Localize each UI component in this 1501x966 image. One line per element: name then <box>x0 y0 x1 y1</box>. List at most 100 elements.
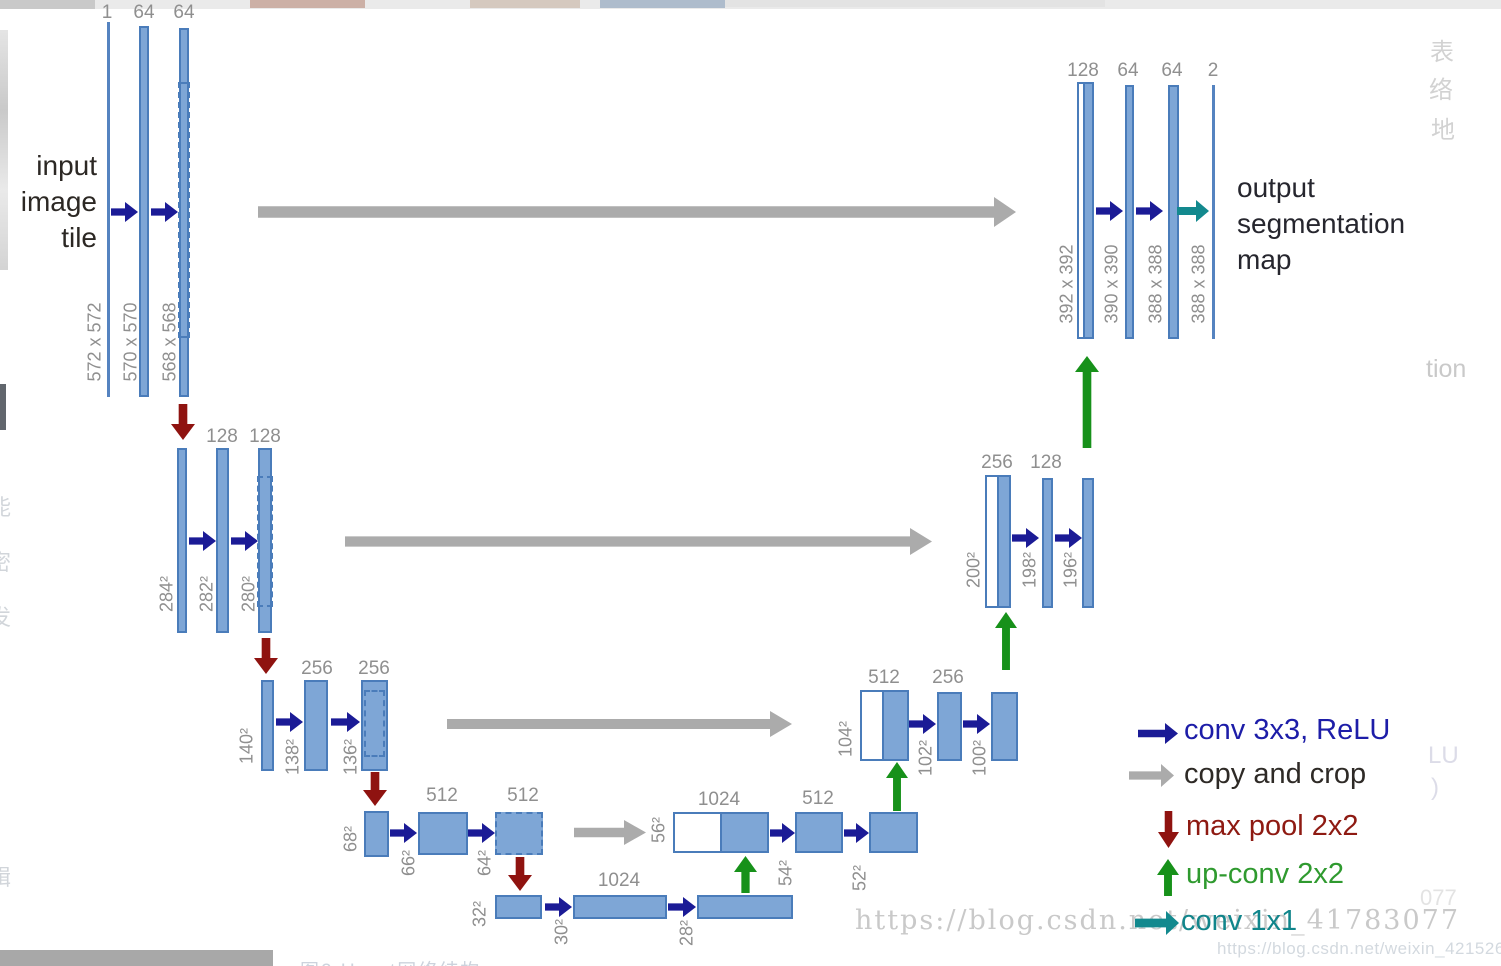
concat-fill <box>997 477 1009 606</box>
size-label: 30² <box>551 918 572 946</box>
feature-map-bar-enc1-b <box>178 28 190 397</box>
size-label: 388 x 388 <box>1145 244 1166 324</box>
watermark-fragment-paren: ) <box>1431 774 1439 801</box>
legend-copy-crop-label: copy and crop <box>1184 758 1367 790</box>
feature-map-bar-dec1-output <box>1212 85 1215 339</box>
maxpool-arrow-icon <box>254 638 278 674</box>
size-label: 140² <box>236 727 257 765</box>
conv3x3-arrow-icon <box>390 823 417 843</box>
concat-fill <box>882 692 907 759</box>
top-edge-patch <box>725 0 1105 7</box>
top-edge-patch <box>600 0 725 8</box>
size-label: 282² <box>196 575 217 613</box>
output-label-line: output <box>1237 172 1315 203</box>
feature-map-bar-dec2-b <box>1042 478 1053 608</box>
left-edge-char: 辑 <box>0 865 12 890</box>
feature-map-bar-enc3-b <box>304 680 328 771</box>
feature-map-bar-dec4-b <box>795 812 843 853</box>
channel-label: 512 <box>507 785 539 806</box>
feature-map-bar-bottleneck-a <box>495 895 542 919</box>
size-label: 392 x 392 <box>1056 244 1077 324</box>
channel-label: 256 <box>301 658 333 679</box>
left-edge-photo-strip <box>0 30 8 270</box>
size-label: 54² <box>775 859 796 887</box>
copy-crop-arrow-icon <box>447 711 792 737</box>
feature-map-bar-dec2-a <box>985 475 1011 608</box>
conv3x3-arrow-icon <box>909 714 936 734</box>
feature-map-bar-bottleneck-b <box>573 895 667 919</box>
channel-label: 64 <box>1161 60 1183 81</box>
watermark-small: https://blog.csdn.net/weixin_42152656 <box>1217 939 1501 958</box>
right-edge-char: 表 <box>1430 39 1454 66</box>
channel-label: 64 <box>173 2 195 23</box>
size-label: 570 x 570 <box>120 302 141 382</box>
watermark-fragment-lu: LU <box>1428 742 1459 769</box>
channel-label: 128 <box>206 426 238 447</box>
size-label: 568 x 568 <box>159 302 180 382</box>
output-label-line: segmentation <box>1237 208 1406 239</box>
size-label: 198² <box>1019 551 1040 589</box>
channel-label: 512 <box>802 788 834 809</box>
legend-copy-crop-arrow-icon <box>1129 764 1174 787</box>
feature-map-bar-enc1-a <box>139 26 149 397</box>
channel-label: 64 <box>133 2 155 23</box>
input-label-line: image <box>20 186 97 217</box>
channel-label: 256 <box>358 658 390 679</box>
left-edge-char: 能 <box>0 495 12 520</box>
feature-map-bar-dec1-a <box>1077 82 1094 339</box>
size-label: 138² <box>282 738 303 776</box>
conv1x1-arrow-icon <box>1177 200 1209 222</box>
size-label: 102² <box>915 739 936 777</box>
copy-crop-arrow-icon <box>574 820 646 845</box>
conv3x3-arrow-icon <box>189 531 216 551</box>
top-edge-patch <box>0 0 95 9</box>
feature-map-bar-dec2-c <box>1082 478 1094 608</box>
output-segmentation-map-label: output segmentation map <box>1237 170 1467 278</box>
channel-label: 1024 <box>597 870 641 891</box>
size-label: 56² <box>648 816 669 844</box>
channel-label: 64 <box>1117 60 1139 81</box>
channel-label: 128 <box>1067 60 1099 81</box>
feature-map-bar-dec3-a <box>860 690 909 761</box>
conv3x3-arrow-icon <box>963 714 990 734</box>
size-label: 28² <box>676 919 697 947</box>
input-label-line: input <box>36 150 97 181</box>
size-label: 136² <box>340 738 361 776</box>
input-image-tile-label: input image tile <box>4 148 97 256</box>
legend-upconv-arrow-icon <box>1157 859 1179 896</box>
legend-conv1x1-label: conv 1x1 <box>1181 905 1298 937</box>
concat-fill <box>720 814 767 851</box>
channel-label: 2 <box>1207 60 1219 81</box>
legend-conv3x3-arrow-icon <box>1138 723 1178 744</box>
copy-crop-arrow-icon <box>258 197 1016 227</box>
conv3x3-arrow-icon <box>1136 201 1163 221</box>
size-label: 388 x 388 <box>1188 244 1209 324</box>
bottom-left-gray-bar <box>0 950 273 966</box>
right-edge-char: 络 <box>1429 77 1453 104</box>
size-label: 100² <box>969 739 990 777</box>
conv3x3-arrow-icon <box>231 531 258 551</box>
feature-map-bar-enc4-b <box>418 812 468 855</box>
feature-map-bar-dec3-c <box>991 692 1018 761</box>
feature-map-bar-dec4-c <box>869 812 918 853</box>
size-label: 32² <box>469 900 490 928</box>
left-edge-char: 密 <box>0 550 12 575</box>
right-edge-char: 地 <box>1431 117 1455 144</box>
maxpool-arrow-icon <box>363 772 387 806</box>
legend-maxpool-label: max pool 2x2 <box>1186 810 1359 842</box>
feature-map-bar-enc4-c <box>495 812 543 855</box>
figure-caption: 图2 U-net网络结构 <box>300 956 481 966</box>
channel-label: 256 <box>932 667 964 688</box>
feature-map-bar-enc2-a <box>177 448 187 633</box>
conv3x3-arrow-icon <box>1055 528 1082 548</box>
feature-map-bar-dec3-b <box>937 692 962 761</box>
feature-map-bar-enc4-a <box>364 811 389 857</box>
input-label-line: tile <box>61 222 97 253</box>
copy-crop-region <box>178 82 190 338</box>
top-edge-patch <box>250 0 365 8</box>
legend-maxpool-arrow-icon <box>1158 811 1179 848</box>
copy-crop-arrow-icon <box>345 528 932 555</box>
size-label: 390 x 390 <box>1101 244 1122 324</box>
feature-map-bar-enc1-input <box>107 22 110 397</box>
